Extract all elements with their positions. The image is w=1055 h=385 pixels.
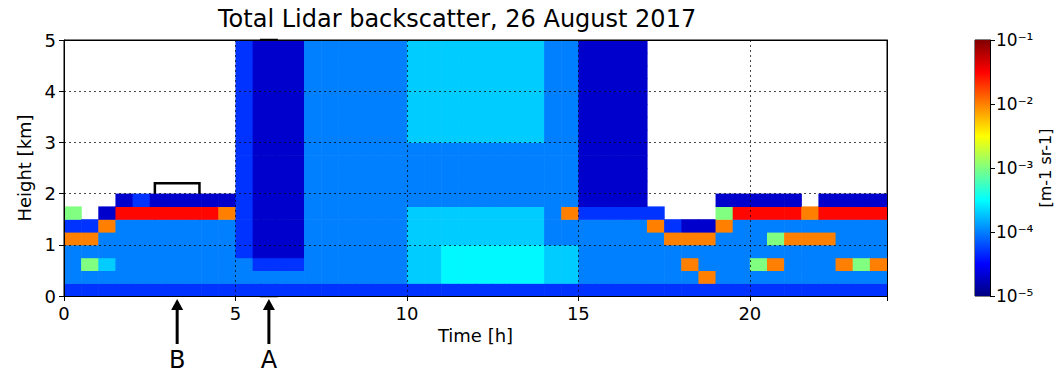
svg-text:10⁻¹: 10⁻¹ — [996, 30, 1033, 50]
svg-text:1: 1 — [45, 234, 56, 255]
svg-text:10⁻³: 10⁻³ — [996, 158, 1033, 178]
svg-text:10: 10 — [395, 303, 418, 324]
svg-text:0: 0 — [45, 286, 56, 307]
svg-text:[m-1 sr-1]: [m-1 sr-1] — [1036, 129, 1055, 208]
svg-text:Time [h]: Time [h] — [437, 325, 513, 346]
svg-text:Height [km]: Height [km] — [14, 114, 35, 221]
svg-text:10⁻⁵: 10⁻⁵ — [996, 286, 1033, 306]
svg-text:A: A — [261, 346, 278, 374]
svg-text:0: 0 — [58, 303, 69, 324]
svg-text:5: 5 — [230, 303, 241, 324]
svg-text:10⁻⁴: 10⁻⁴ — [996, 222, 1034, 242]
svg-text:3: 3 — [45, 132, 56, 153]
svg-text:5: 5 — [45, 30, 56, 51]
svg-text:Total Lidar backscatter, 26 Au: Total Lidar backscatter, 26 August 2017 — [217, 5, 696, 33]
svg-text:20: 20 — [738, 303, 761, 324]
svg-text:4: 4 — [45, 81, 56, 102]
svg-text:B: B — [169, 346, 185, 374]
svg-text:15: 15 — [567, 303, 590, 324]
svg-text:10⁻²: 10⁻² — [996, 94, 1033, 114]
svg-text:2: 2 — [45, 183, 56, 204]
